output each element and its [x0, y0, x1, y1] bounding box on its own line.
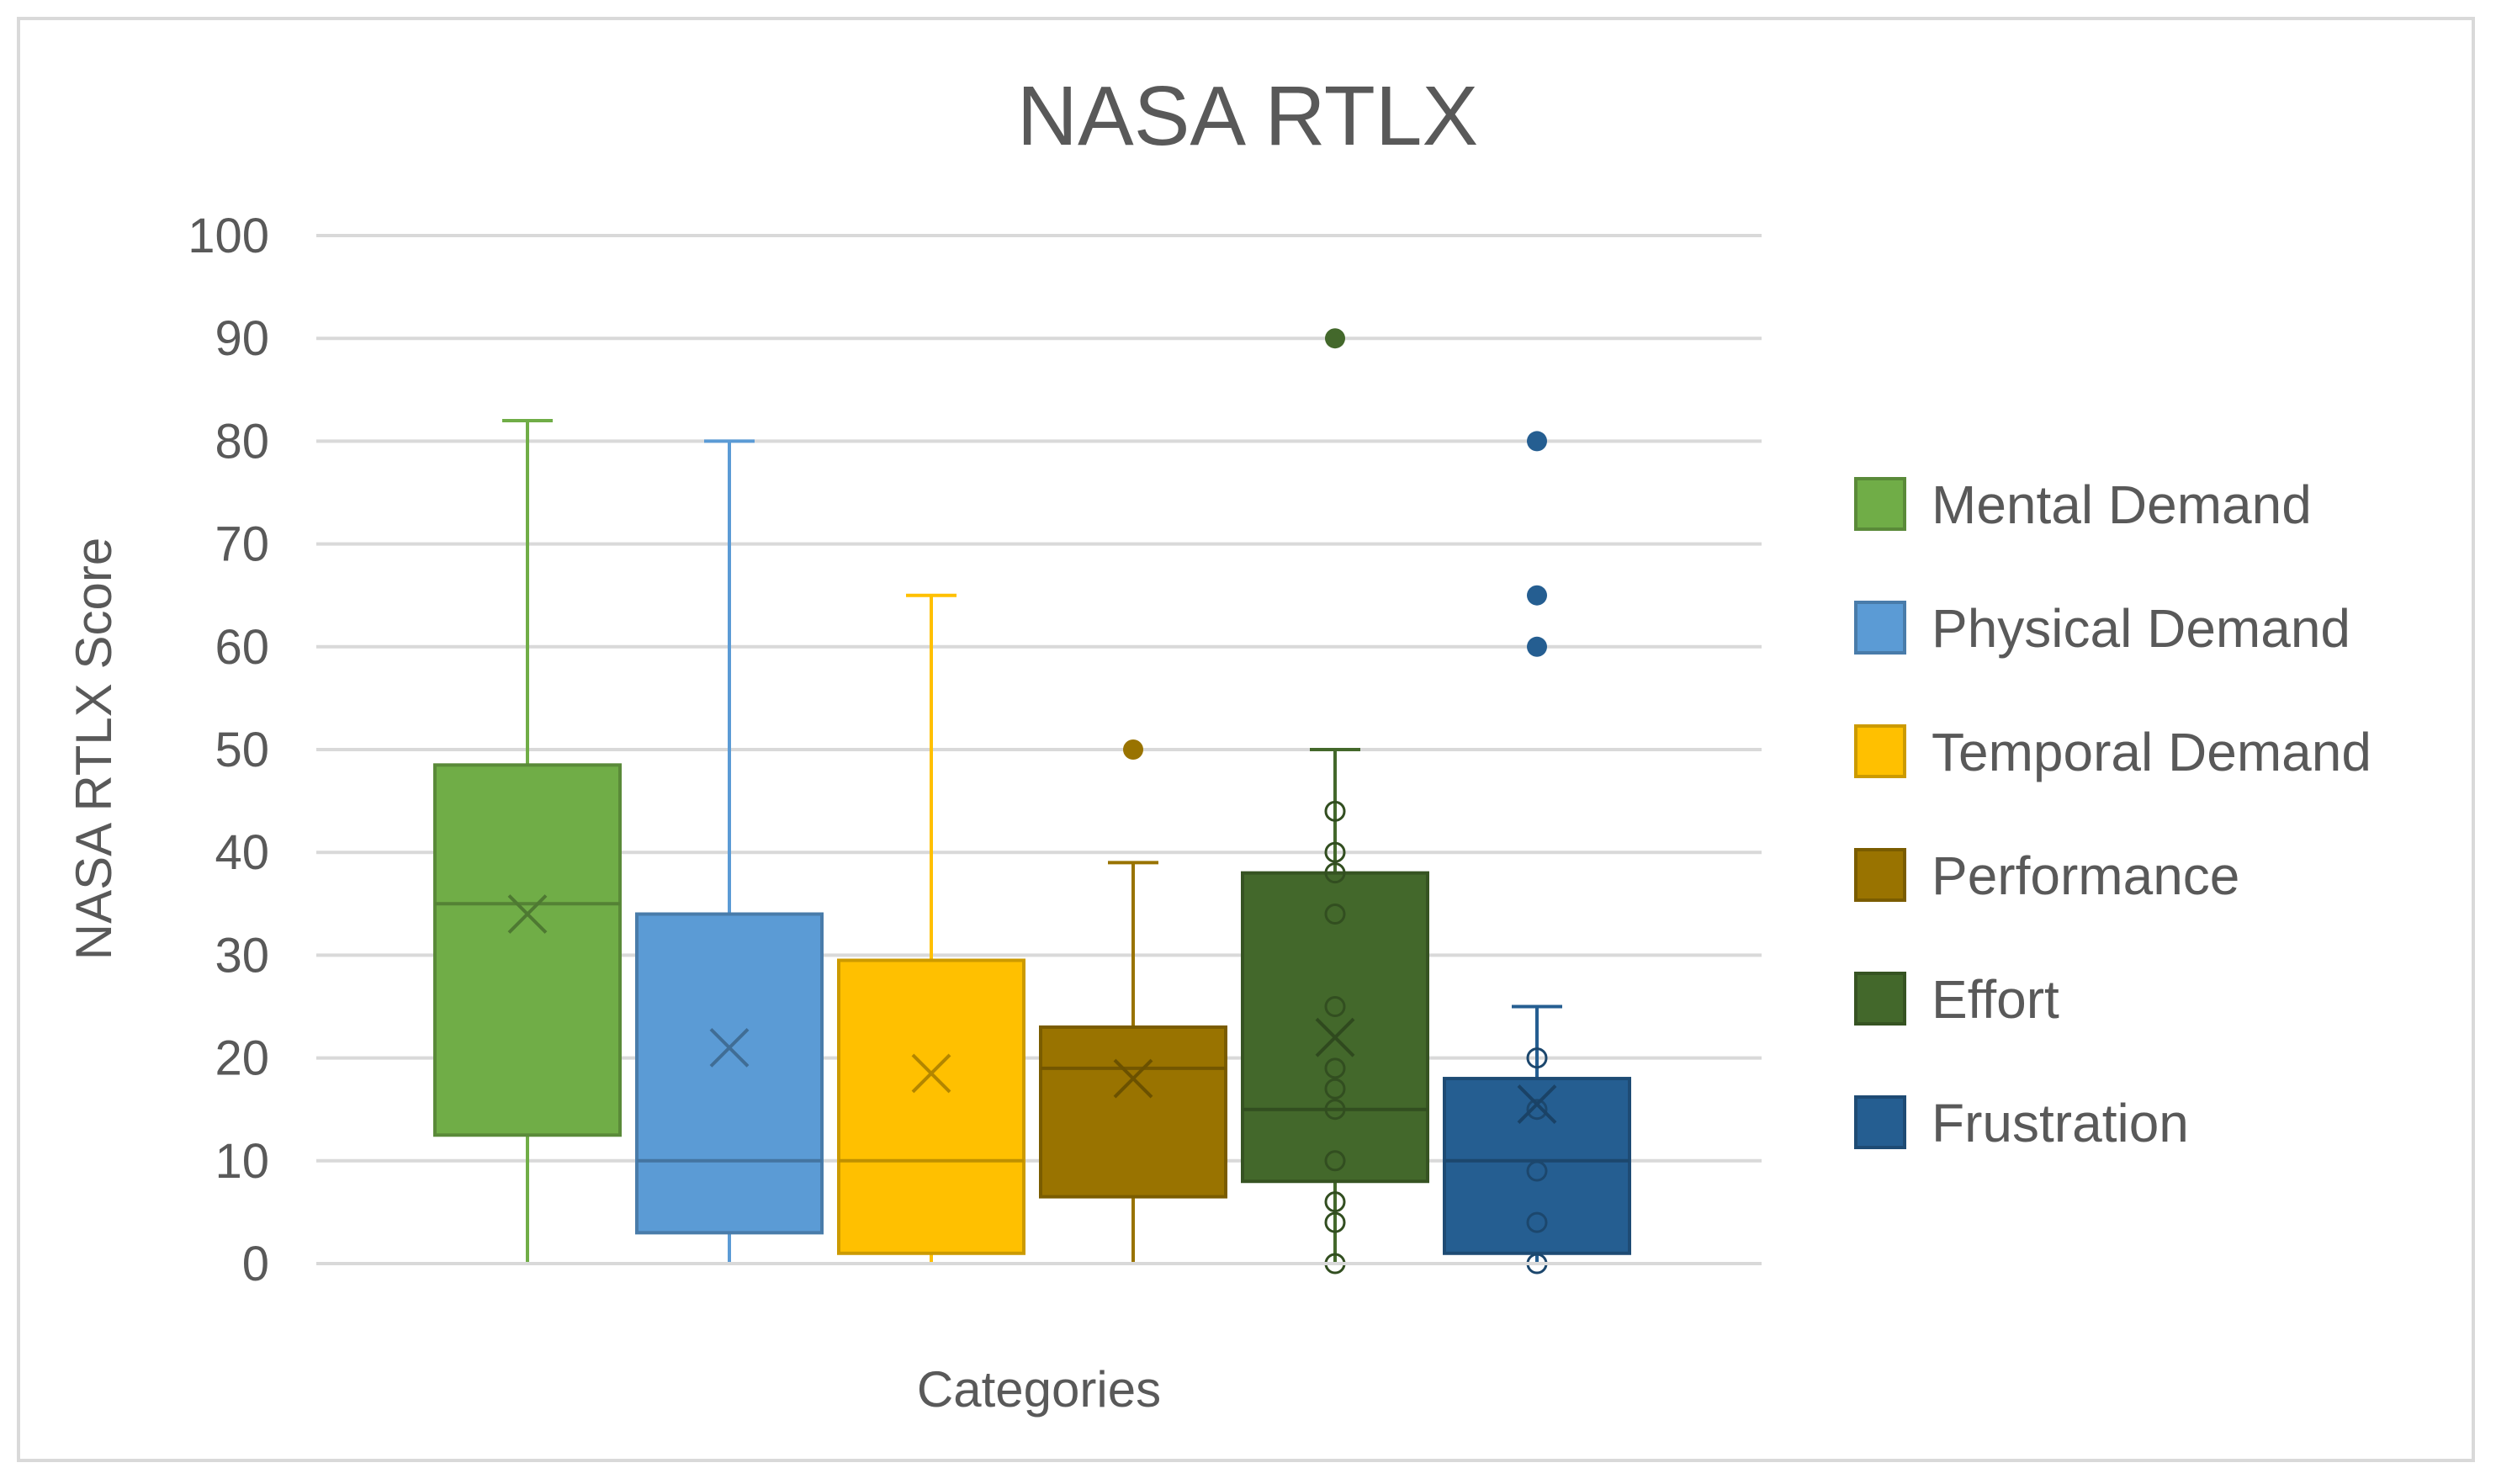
- legend-swatch: [1854, 1095, 1906, 1149]
- data-point: [1324, 1150, 1346, 1172]
- y-tick-label: 60: [215, 620, 269, 675]
- box-iqr: [1443, 1077, 1631, 1255]
- y-tick-label: 30: [215, 928, 269, 983]
- legend-label: Mental Demand: [1932, 474, 2312, 535]
- box-iqr: [837, 958, 1025, 1255]
- outlier-point: [1123, 739, 1143, 760]
- box-effort: [1241, 328, 1429, 1275]
- x-axis-label: Categories: [917, 1361, 1161, 1418]
- mean-marker: [1315, 1017, 1355, 1057]
- y-tick-label: 90: [215, 311, 269, 366]
- box-series: [316, 328, 1762, 1275]
- outlier-point: [1527, 431, 1547, 452]
- legend-swatch: [1854, 972, 1906, 1026]
- y-tick-label: 0: [242, 1237, 269, 1291]
- legend-label: Effort: [1932, 969, 2059, 1030]
- legend-swatch: [1854, 477, 1906, 531]
- box-iqr: [433, 763, 622, 1137]
- outlier-point: [1325, 328, 1345, 349]
- legend-item-mental-demand: Mental Demand: [1854, 474, 2312, 535]
- y-tick-label: 40: [215, 825, 269, 880]
- outlier-point: [1527, 585, 1547, 606]
- data-point: [1324, 841, 1346, 863]
- box-temporal-demand: [837, 593, 1025, 1265]
- data-point: [1324, 800, 1346, 822]
- data-point: [1526, 1099, 1548, 1121]
- data-point: [1324, 904, 1346, 925]
- mean-marker: [507, 894, 548, 934]
- y-tick-label: 10: [215, 1134, 269, 1189]
- legend-swatch: [1854, 601, 1906, 655]
- y-tick-label: 80: [215, 414, 269, 469]
- legend-item-temporal-demand: Temporal Demand: [1854, 722, 2371, 782]
- mean-marker: [911, 1053, 951, 1094]
- data-point: [1526, 1160, 1548, 1182]
- legend: Mental Demand Physical Demand Temporal Dem…: [1854, 474, 2371, 1153]
- mean-marker: [709, 1027, 750, 1068]
- box-iqr: [635, 912, 824, 1235]
- box-mental-demand: [433, 418, 622, 1265]
- y-tick-label: 20: [215, 1031, 269, 1086]
- y-axis-label: NASA RTLX Score: [66, 538, 122, 960]
- legend-item-performance: Performance: [1854, 845, 2239, 906]
- y-tick-label: 100: [188, 209, 269, 263]
- box-physical-demand: [635, 439, 824, 1265]
- legend-label: Performance: [1932, 845, 2239, 906]
- mean-marker: [1113, 1058, 1153, 1099]
- legend-swatch: [1854, 848, 1906, 902]
- legend-item-frustration: Frustration: [1854, 1093, 2189, 1153]
- data-point: [1526, 1211, 1548, 1233]
- box-iqr: [1241, 871, 1429, 1184]
- data-point: [1324, 1078, 1346, 1100]
- data-point: [1324, 996, 1346, 1017]
- data-point: [1324, 862, 1346, 884]
- y-tick-label: 50: [215, 723, 269, 777]
- legend-item-physical-demand: Physical Demand: [1854, 598, 2350, 659]
- data-point: [1526, 1047, 1548, 1069]
- legend-label: Physical Demand: [1932, 598, 2350, 659]
- chart-frame: [17, 17, 2475, 1462]
- mean-marker: [1517, 1084, 1557, 1125]
- chart-title: NASA RTLX: [1017, 69, 1478, 163]
- legend-label: Frustration: [1932, 1093, 2189, 1153]
- y-tick-label: 70: [215, 517, 269, 572]
- legend-swatch: [1854, 724, 1906, 778]
- outlier-point: [1527, 636, 1547, 657]
- box-performance: [1039, 739, 1227, 1265]
- data-point: [1324, 1099, 1346, 1121]
- data-point: [1324, 1211, 1346, 1233]
- legend-label: Temporal Demand: [1932, 722, 2371, 782]
- legend-item-effort: Effort: [1854, 969, 2059, 1030]
- y-axis-ticks: 0 10 20 30 40 50 60 70 80 90 100: [188, 209, 269, 1291]
- data-point: [1324, 1191, 1346, 1213]
- box-iqr: [1039, 1025, 1227, 1199]
- data-point: [1324, 1057, 1346, 1079]
